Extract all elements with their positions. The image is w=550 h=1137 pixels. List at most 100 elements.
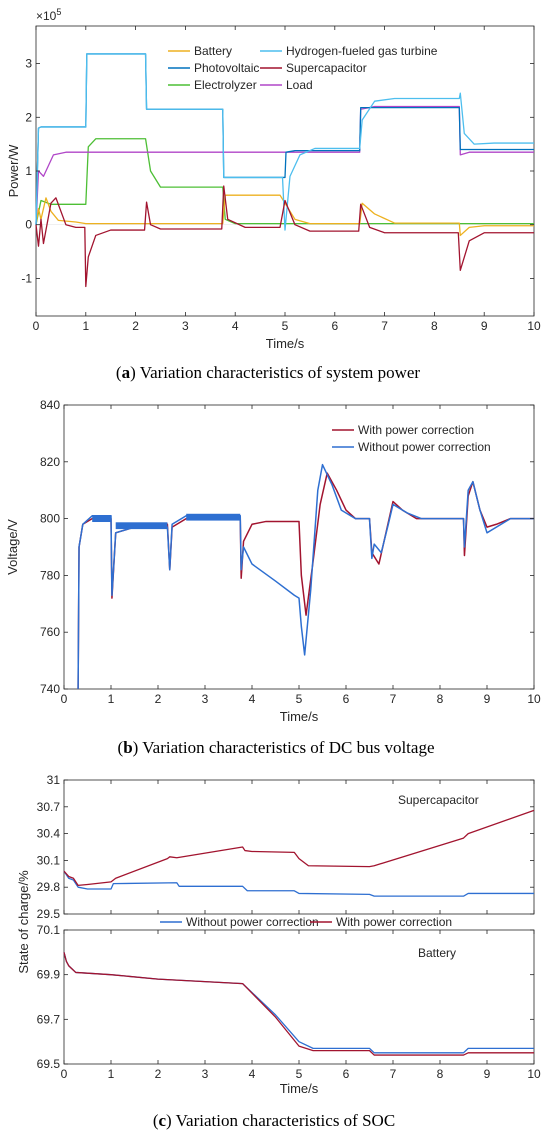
chart-a-legend-label: Photovoltaic [194,61,259,75]
chart-a-xtick-label: 6 [331,319,338,333]
chart-a-xtick-label: 1 [82,319,89,333]
chart-a-ytick-label: 2 [25,110,32,124]
chart-b-xtick-label: 2 [155,692,162,706]
chart-a-ytick-label: -1 [21,271,32,285]
chart-b-ytick-label: 740 [40,682,60,696]
chart-a-legend-label: Battery [194,44,232,58]
chart-a-legend-label: Electrolyzer [194,78,257,92]
chart-b-xtick-label: 5 [296,692,303,706]
chart-c-xtick-label: 3 [202,1067,209,1081]
chart-b-caption: (b) Variation characteristics of DC bus … [118,738,435,757]
chart-a-ytick-label: 3 [25,57,32,71]
chart-c-xtick-label: 1 [108,1067,115,1081]
chart-a-xlabel: Time/s [266,336,305,351]
chart-c-xlabel: Time/s [280,1081,319,1096]
chart-b-legend: With power correction Without power corre… [332,423,491,454]
chart-c-ytick-label: 69.5 [37,1057,61,1071]
chart-a-legend-label: Supercapacitor [286,61,367,75]
chart-b-xtick-label: 10 [527,692,541,706]
chart-a-legend: Battery Hydrogen-fueled gas turbine Photov… [168,44,438,92]
chart-c-ytick-label: 29.5 [37,907,61,921]
chart-c-ytick-label: 70.1 [37,923,61,937]
chart-c-x-ticks: 0 1 2 3 4 5 6 7 8 9 10 [61,780,541,1081]
chart-a-ytick-label: 1 [25,164,32,178]
chart-b-series [77,463,534,690]
chart-b-caption-letter: b [123,738,132,757]
chart-b-ytick-label: 800 [40,512,60,526]
chart-c-xtick-label: 5 [296,1067,303,1081]
chart-c-ytick-label: 69.7 [37,1012,61,1026]
chart-a-ylabel: Power/W [6,144,21,197]
chart-a-xtick-label: 8 [431,319,438,333]
chart-a-exponent: ×105 [36,7,61,23]
chart-c-ytick-label: 30.7 [37,800,61,814]
chart-c-xtick-label: 10 [527,1067,541,1081]
chart-c-ylabel: State of charge/% [16,870,31,974]
chart-b-ytick-label: 760 [40,625,60,639]
chart-c-caption: (c) Variation characteristics of SOC [153,1111,395,1130]
chart-a-xtick-label: 4 [232,319,239,333]
chart-c-legend: Without power correction With power corre… [160,915,452,929]
chart-c-ytick-label: 69.9 [37,968,61,982]
chart-b-xtick-label: 4 [249,692,256,706]
chart-a-y-ticks: -1 0 1 2 3 [21,57,534,285]
chart-c-xtick-label: 4 [249,1067,256,1081]
chart-c-xtick-label: 6 [343,1067,350,1081]
chart-c-legend-label: With power correction [336,915,452,929]
chart-c-series-line [63,809,535,887]
chart-a-xtick-label: 3 [182,319,189,333]
chart-a-series [35,53,534,288]
chart-b-ytick-label: 780 [40,568,60,582]
chart-b-xtick-label: 9 [484,692,491,706]
chart-a-xtick-label: 7 [381,319,388,333]
chart-c-ytick-label: 30.1 [37,853,61,867]
chart-b-xlabel: Time/s [280,709,319,724]
chart-b-ytick-label: 840 [40,398,60,412]
chart-a-xtick-label: 0 [33,319,40,333]
chart-a-series-line [35,138,534,225]
chart-b-legend-label: With power correction [358,423,474,437]
chart-c-panel-top-area [63,779,535,915]
chart-c-xtick-label: 7 [390,1067,397,1081]
chart-c-ytick-label: 30.4 [37,827,61,841]
chart-b-xtick-label: 1 [108,692,115,706]
chart-c-series-line [63,952,534,1056]
chart-b-ripple-band [115,522,168,530]
chart-a-xtick-label: 9 [481,319,488,333]
chart-b-xtick-label: 0 [61,692,68,706]
chart-a-x-ticks: 0 1 2 3 4 5 6 7 8 9 10 [33,26,541,333]
chart-a-caption: (a) Variation characteristics of system … [116,363,421,382]
chart-c-panel-bottom-area [63,929,535,1065]
chart-c-caption-letter: c [158,1111,166,1130]
chart-c-ytick-label: 31 [47,773,61,787]
chart-b-xtick-label: 6 [343,692,350,706]
chart-c-xtick-label: 8 [437,1067,444,1081]
chart-b-xtick-label: 7 [390,692,397,706]
chart-a-legend-label: Hydrogen-fueled gas turbine [286,44,438,58]
chart-a-series-line [35,53,534,231]
chart-b-x-ticks: 0 1 2 3 4 5 6 7 8 9 10 [61,405,541,706]
chart-c-series-line [63,870,534,897]
chart-a-xtick-label: 10 [527,319,541,333]
chart-a-legend-label: Load [286,78,313,92]
chart-c-ytick-label: 29.8 [37,880,61,894]
chart-a-series-line [35,185,534,288]
chart-b-dc-bus-voltage: 0 1 2 3 4 5 6 7 8 9 10 740 760 780 800 820 840 Voltage/… [5,398,541,757]
chart-c-legend-label: Without power correction [186,915,319,929]
chart-a-ytick-label: 0 [25,218,32,232]
chart-c-xtick-label: 2 [155,1067,162,1081]
chart-a-exponent-power: 5 [56,7,61,17]
chart-a-caption-text: Variation characteristics of system powe… [136,363,421,382]
chart-b-y-ticks: 740 760 780 800 820 840 [40,398,534,696]
chart-b-xtick-label: 3 [202,692,209,706]
chart-b-legend-label: Without power correction [358,440,491,454]
chart-a-caption-letter: a [122,363,131,382]
chart-b-ripple-band [92,515,111,523]
chart-b-caption-text: Variation characteristics of DC bus volt… [138,738,434,757]
chart-c-xtick-label: 9 [484,1067,491,1081]
chart-c-xtick-label: 0 [61,1067,68,1081]
chart-c-annotation-top: Supercapacitor [398,793,479,807]
chart-c-soc: 0 1 2 3 4 5 6 7 8 9 10 29.5 29.8 30.1 30.4 30.7 31 69.5 6… [16,773,541,1130]
